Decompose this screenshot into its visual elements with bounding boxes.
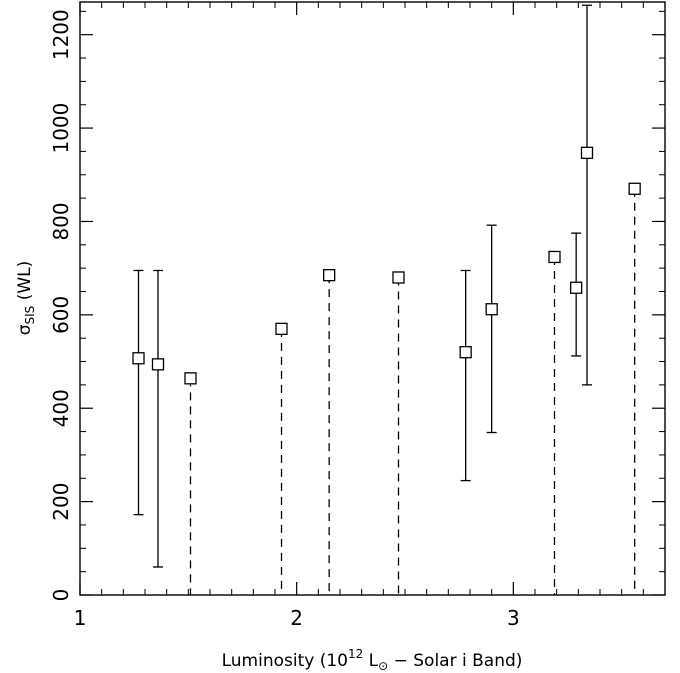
y-tick-label: 600 [49, 296, 73, 334]
x-tick-label: 2 [290, 606, 303, 630]
y-tick-label: 200 [49, 483, 73, 521]
plot-frame [79, 1, 666, 596]
axis-ticks [79, 2, 665, 596]
data-point-marker [151, 358, 165, 371]
data-marks [132, 4, 641, 595]
tick-labels: 1 2 3 0 200 400 600 800 1000 1200 [49, 9, 520, 630]
data-point-marker [459, 346, 472, 359]
data-point-marker [548, 250, 561, 264]
x-tick-label: 3 [507, 606, 520, 630]
y-tick-label: 400 [49, 389, 73, 427]
data-point-marker [570, 281, 583, 294]
y-tick-label: 800 [49, 202, 73, 240]
data-point-marker [132, 352, 145, 365]
x-axis-title: Luminosity (1012 L⊙ − Solar i Band) [222, 647, 523, 673]
data-point-marker [485, 303, 498, 316]
data-point-marker [323, 269, 336, 282]
data-point-marker [275, 322, 288, 336]
data-point-marker [580, 146, 594, 159]
data-point-marker [184, 372, 197, 385]
data-point-marker [392, 271, 405, 284]
x-tick-label: 1 [74, 606, 87, 630]
y-tick-label: 1200 [49, 9, 73, 60]
y-tick-label: 1000 [49, 103, 73, 154]
data-point-marker [628, 182, 641, 195]
y-axis-title: σSIS (WL) [15, 261, 37, 336]
y-tick-label: 0 [49, 589, 73, 602]
